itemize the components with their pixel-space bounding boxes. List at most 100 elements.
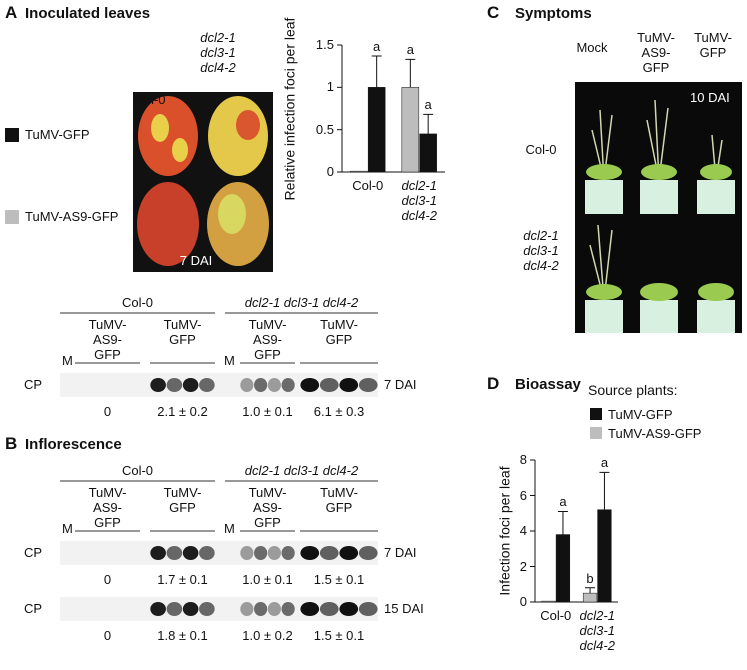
quant-label: 1.0 ± 0.1	[242, 404, 293, 419]
legend-label: TuMV-AS9-GFP	[608, 426, 702, 441]
blot-band	[254, 546, 268, 560]
blot-band	[240, 602, 254, 616]
blot-band	[281, 546, 295, 560]
panel-title: Inoculated leaves	[25, 5, 151, 22]
x-tick-label: dcl2-1 dcl3-1 dcl4-2	[401, 178, 437, 223]
bar	[597, 509, 612, 603]
row-time-label: 15 DAI	[384, 601, 424, 616]
blot-band	[319, 378, 339, 392]
error-bar	[405, 58, 416, 88]
legend-swatch	[590, 427, 602, 439]
column-label: Mock	[576, 40, 608, 55]
blot-band	[150, 378, 166, 392]
y-tick-label: 0.5	[315, 121, 334, 137]
quant-label: 1.0 ± 0.2	[242, 628, 293, 643]
legend-swatch	[5, 128, 19, 142]
blot-band	[281, 602, 295, 616]
legend-swatch	[5, 210, 19, 224]
lane-label: TuMV-AS9-GFP	[248, 317, 287, 362]
lane-label: TuMV-GFP	[320, 317, 358, 347]
blot-band	[182, 602, 199, 616]
panel-letter: C	[487, 3, 500, 22]
panel-title: Symptoms	[515, 5, 592, 22]
significance-label: a	[373, 39, 381, 54]
panel-letter: A	[5, 3, 18, 22]
y-tick-label: 2	[519, 558, 527, 574]
error-bar	[557, 510, 568, 535]
bar	[401, 87, 420, 173]
blot-band	[166, 602, 183, 616]
image-column-label: dcl2-1 dcl3-1 dcl4-2	[200, 30, 236, 75]
lane-label: TuMV-AS9-GFP	[248, 485, 287, 530]
legend-label: TuMV-GFP	[608, 407, 673, 422]
group-label: dcl2-1 dcl3-1 dcl4-2	[244, 295, 359, 310]
legend-label: TuMV-GFP	[25, 127, 90, 142]
x-tick-label: dcl2-1 dcl3-1 dcl4-2	[579, 608, 615, 653]
blot-band	[199, 546, 215, 560]
blot-band	[254, 602, 268, 616]
blot-band	[300, 546, 320, 560]
significance-label: b	[586, 570, 594, 586]
image-column-label: Col-0	[134, 92, 166, 107]
bar	[350, 170, 368, 173]
group-label: Col-0	[121, 295, 154, 310]
blot-band	[150, 546, 166, 560]
blot-band	[267, 546, 281, 560]
legend-swatch	[590, 408, 602, 420]
group-label: dcl2-1 dcl3-1 dcl4-2	[244, 463, 359, 478]
blot-band	[358, 546, 378, 560]
blot-band	[281, 378, 295, 392]
column-label: TuMV-GFP	[694, 30, 732, 60]
quant-label: 0	[103, 572, 112, 587]
quant-label: 0	[103, 404, 112, 419]
quant-label: 6.1 ± 0.3	[313, 404, 365, 419]
y-tick-label: 4	[519, 523, 527, 538]
blot-band	[300, 602, 320, 616]
quant-label: 1.5 ± 0.1	[313, 572, 365, 587]
blot-band	[358, 602, 378, 616]
blot-band	[182, 546, 199, 560]
blot-band	[199, 378, 215, 392]
blot-band	[267, 378, 281, 392]
bar	[582, 592, 598, 603]
blot-band	[240, 378, 254, 392]
lane-label: TuMV-GFP	[163, 485, 202, 515]
quant-label: 0	[103, 628, 112, 643]
image-label: 10 DAI	[690, 90, 730, 105]
bar	[555, 534, 571, 603]
quant-label: 1.5 ± 0.1	[313, 628, 365, 643]
row-time-label: 7 DAI	[384, 545, 417, 560]
y-tick-label: 0	[326, 164, 334, 179]
marker-label: M	[224, 521, 235, 536]
panel-letter: B	[5, 434, 18, 453]
legend-label: TuMV-AS9-GFP	[25, 209, 119, 224]
blot-band	[319, 602, 339, 616]
marker-label: M	[224, 353, 235, 368]
blot-band	[240, 546, 254, 560]
blot-band	[166, 546, 183, 560]
row-label: CP	[24, 377, 43, 392]
marker-label: M	[62, 521, 73, 536]
quant-label: 2.1 ± 0.2	[157, 404, 208, 419]
y-tick-label: 1	[326, 79, 334, 95]
blot-band	[254, 378, 268, 392]
error-bar	[423, 113, 434, 134]
leaf-image	[133, 92, 273, 272]
blot-band	[150, 602, 166, 616]
marker-label: M	[62, 353, 73, 368]
blot-band	[199, 602, 215, 616]
significance-label: a	[406, 42, 414, 58]
group-label: Col-0	[121, 463, 154, 478]
bar	[419, 133, 437, 173]
lane-label: TuMV-AS9-GFP	[88, 317, 127, 362]
blot-band	[182, 378, 199, 392]
blot-band	[319, 546, 339, 560]
legend-title: Source plants:	[588, 382, 678, 398]
image-label: 7 DAI	[179, 253, 213, 268]
blot-band	[166, 378, 183, 392]
blot-band	[339, 378, 359, 392]
quant-label: 1.7 ± 0.1	[157, 572, 208, 587]
column-label: TuMV-AS9-GFP	[637, 30, 675, 75]
row-label: Col-0	[525, 142, 557, 157]
y-tick-label: 6	[519, 487, 527, 503]
